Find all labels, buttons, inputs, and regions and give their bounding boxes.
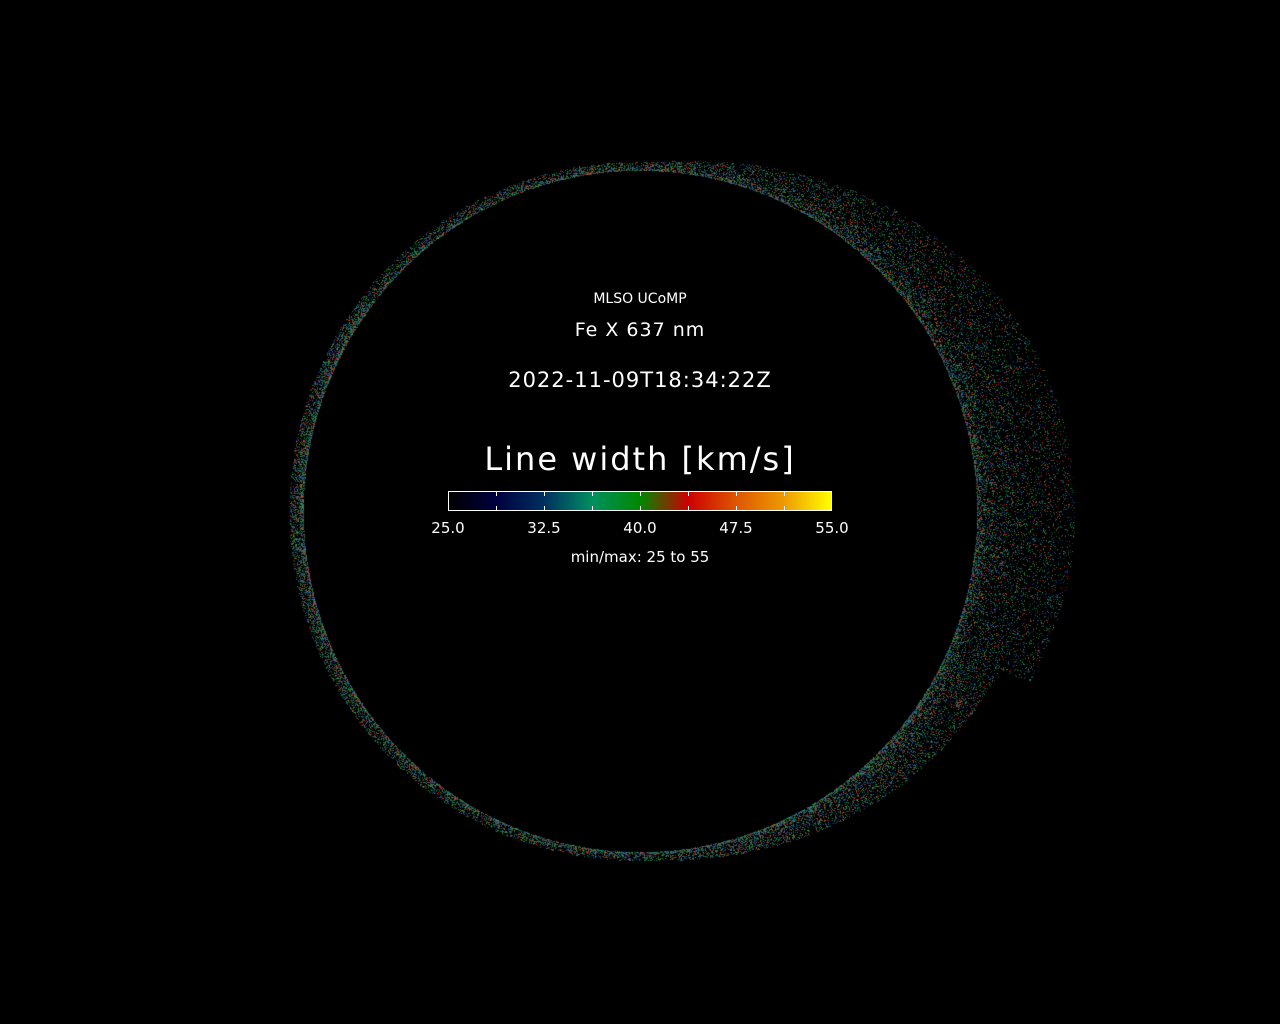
spectral-line-label: Fe X 637 nm xyxy=(574,319,706,341)
colorbar-tick xyxy=(592,492,593,496)
colorbar-tick-label: 25.0 xyxy=(431,519,465,537)
colorbar xyxy=(448,491,832,511)
colorbar-tick xyxy=(640,492,641,496)
colorbar-tick xyxy=(640,506,641,510)
minmax-label: min/max: 25 to 55 xyxy=(570,548,710,566)
colorbar-tick-label: 55.0 xyxy=(815,519,849,537)
colorbar-tick xyxy=(496,506,497,510)
colorbar-tick-label: 40.0 xyxy=(623,519,657,537)
colorbar-tick xyxy=(736,506,737,510)
colorbar-tick xyxy=(784,506,785,510)
colorbar-tick-label: 32.5 xyxy=(527,519,561,537)
colorbar-title: Line width [km/s] xyxy=(484,440,796,478)
colorbar-tick xyxy=(496,492,497,496)
colorbar-tick xyxy=(784,492,785,496)
colorbar-tick xyxy=(736,492,737,496)
colorbar-tick xyxy=(688,506,689,510)
colorbar-tick xyxy=(544,506,545,510)
colorbar-tick xyxy=(592,506,593,510)
colorbar-tick-label: 47.5 xyxy=(719,519,753,537)
colorbar-tick xyxy=(688,492,689,496)
colorbar-tick xyxy=(544,492,545,496)
observatory-label: MLSO UCoMP xyxy=(593,291,687,307)
timestamp-label: 2022-11-09T18:34:22Z xyxy=(508,368,772,392)
